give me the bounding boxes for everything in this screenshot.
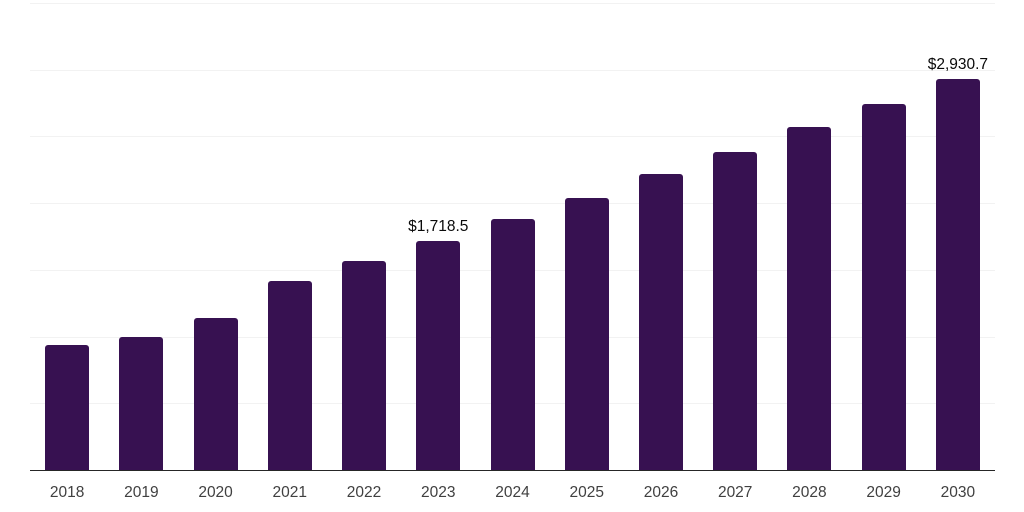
x-tick-label-2019: 2019: [124, 484, 159, 501]
gridline-3500: [30, 3, 995, 4]
bar-2028: [787, 127, 832, 470]
plot-area: $1,718.5 $2,930.7: [30, 3, 995, 471]
bar-2023: [416, 240, 461, 470]
bar-2026: [638, 174, 683, 470]
x-tick-label-2025: 2025: [569, 484, 604, 501]
x-tick-label-2023: 2023: [421, 484, 456, 501]
x-tick-label-2027: 2027: [717, 484, 753, 501]
x-tick-label-2022: 2022: [346, 484, 382, 501]
x-tick-label-2028: 2028: [792, 484, 827, 501]
x-tick-label-2030: 2030: [940, 484, 976, 501]
bar-2027: [713, 151, 758, 470]
x-tick-label-2018: 2018: [49, 484, 85, 501]
x-tick-label-2020: 2020: [198, 484, 233, 501]
x-tick-label-2021: 2021: [272, 484, 308, 501]
x-tick-label-2026: 2026: [643, 484, 679, 501]
gridline-3000: [30, 69, 995, 71]
x-axis-line: [30, 470, 995, 471]
bar-2029: [861, 104, 906, 470]
x-axis-labels: 2018 2019 2020 2021 2022 2023 2024 2025 2026 2027…: [30, 483, 995, 505]
bar-2021: [267, 280, 312, 470]
gridline-2000: [30, 203, 995, 205]
bar-2020: [193, 317, 238, 470]
x-tick-label-2029: 2029: [866, 484, 901, 501]
value-label-2030: $2,930.7: [927, 56, 989, 74]
bar-2025: [564, 197, 609, 470]
bar-2024: [490, 219, 535, 470]
bar-2018: [45, 344, 90, 470]
value-label-2023: $1,718.5: [408, 218, 469, 236]
x-tick-label-2024: 2024: [495, 484, 530, 501]
bar-2019: [119, 336, 164, 470]
bar-2030: [935, 78, 980, 470]
gridline-2500: [30, 136, 995, 138]
bar-2022: [342, 260, 387, 470]
